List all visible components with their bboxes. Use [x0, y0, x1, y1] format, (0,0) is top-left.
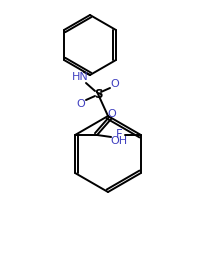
Text: O: O: [108, 109, 116, 119]
Text: F: F: [116, 129, 122, 141]
Text: O: O: [77, 99, 85, 109]
Text: O: O: [111, 79, 119, 89]
Text: S: S: [94, 87, 102, 101]
Text: OH: OH: [111, 136, 128, 146]
Text: HN: HN: [72, 72, 88, 82]
